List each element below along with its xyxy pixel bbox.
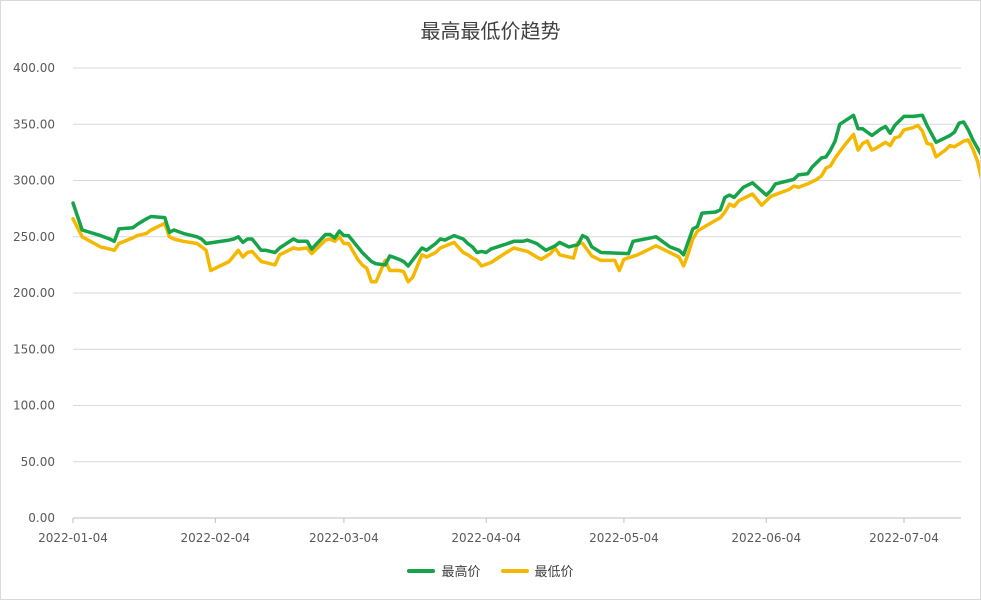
x-tick-label: 2022-01-04 [38, 531, 108, 545]
y-axis-ticks: 0.00 50.00 100.00 150.00 200.00 250.00 300.00 3… [13, 61, 55, 525]
legend-label: 最低价 [534, 565, 574, 580]
legend-item-low: 最低价 [500, 561, 574, 580]
x-tick-label: 2022-04-04 [451, 531, 521, 545]
x-tick-label: 2022-06-04 [731, 531, 801, 545]
legend: 最高价 最低价 [1, 561, 980, 580]
y-tick-label: 100.00 [13, 399, 55, 413]
series-lines [71, 113, 980, 284]
y-tick-label: 0.00 [28, 511, 55, 525]
x-tick-label: 2022-05-04 [589, 531, 659, 545]
y-tick-label: 200.00 [13, 286, 55, 300]
x-tick-label: 2022-07-04 [869, 531, 939, 545]
x-tick-label: 2022-03-04 [309, 531, 379, 545]
legend-swatch [500, 568, 529, 573]
series-line-high [71, 113, 980, 268]
y-tick-label: 350.00 [13, 117, 55, 131]
series-line-low [71, 123, 980, 284]
x-axis: 2022-01-04 2022-02-04 2022-03-04 2022-04-04… [38, 518, 939, 545]
y-tick-label: 300.00 [13, 174, 55, 188]
chart-title: 最高最低价趋势 [420, 19, 561, 43]
legend-swatch [407, 568, 436, 573]
gridlines [73, 67, 961, 519]
y-tick-label: 400.00 [13, 61, 55, 75]
x-tick-label: 2022-02-04 [180, 531, 250, 545]
y-tick-label: 50.00 [21, 455, 55, 469]
legend-item-high: 最高价 [407, 561, 481, 580]
legend-label: 最高价 [441, 565, 481, 580]
y-tick-label: 250.00 [13, 230, 55, 244]
y-tick-label: 150.00 [13, 342, 55, 356]
